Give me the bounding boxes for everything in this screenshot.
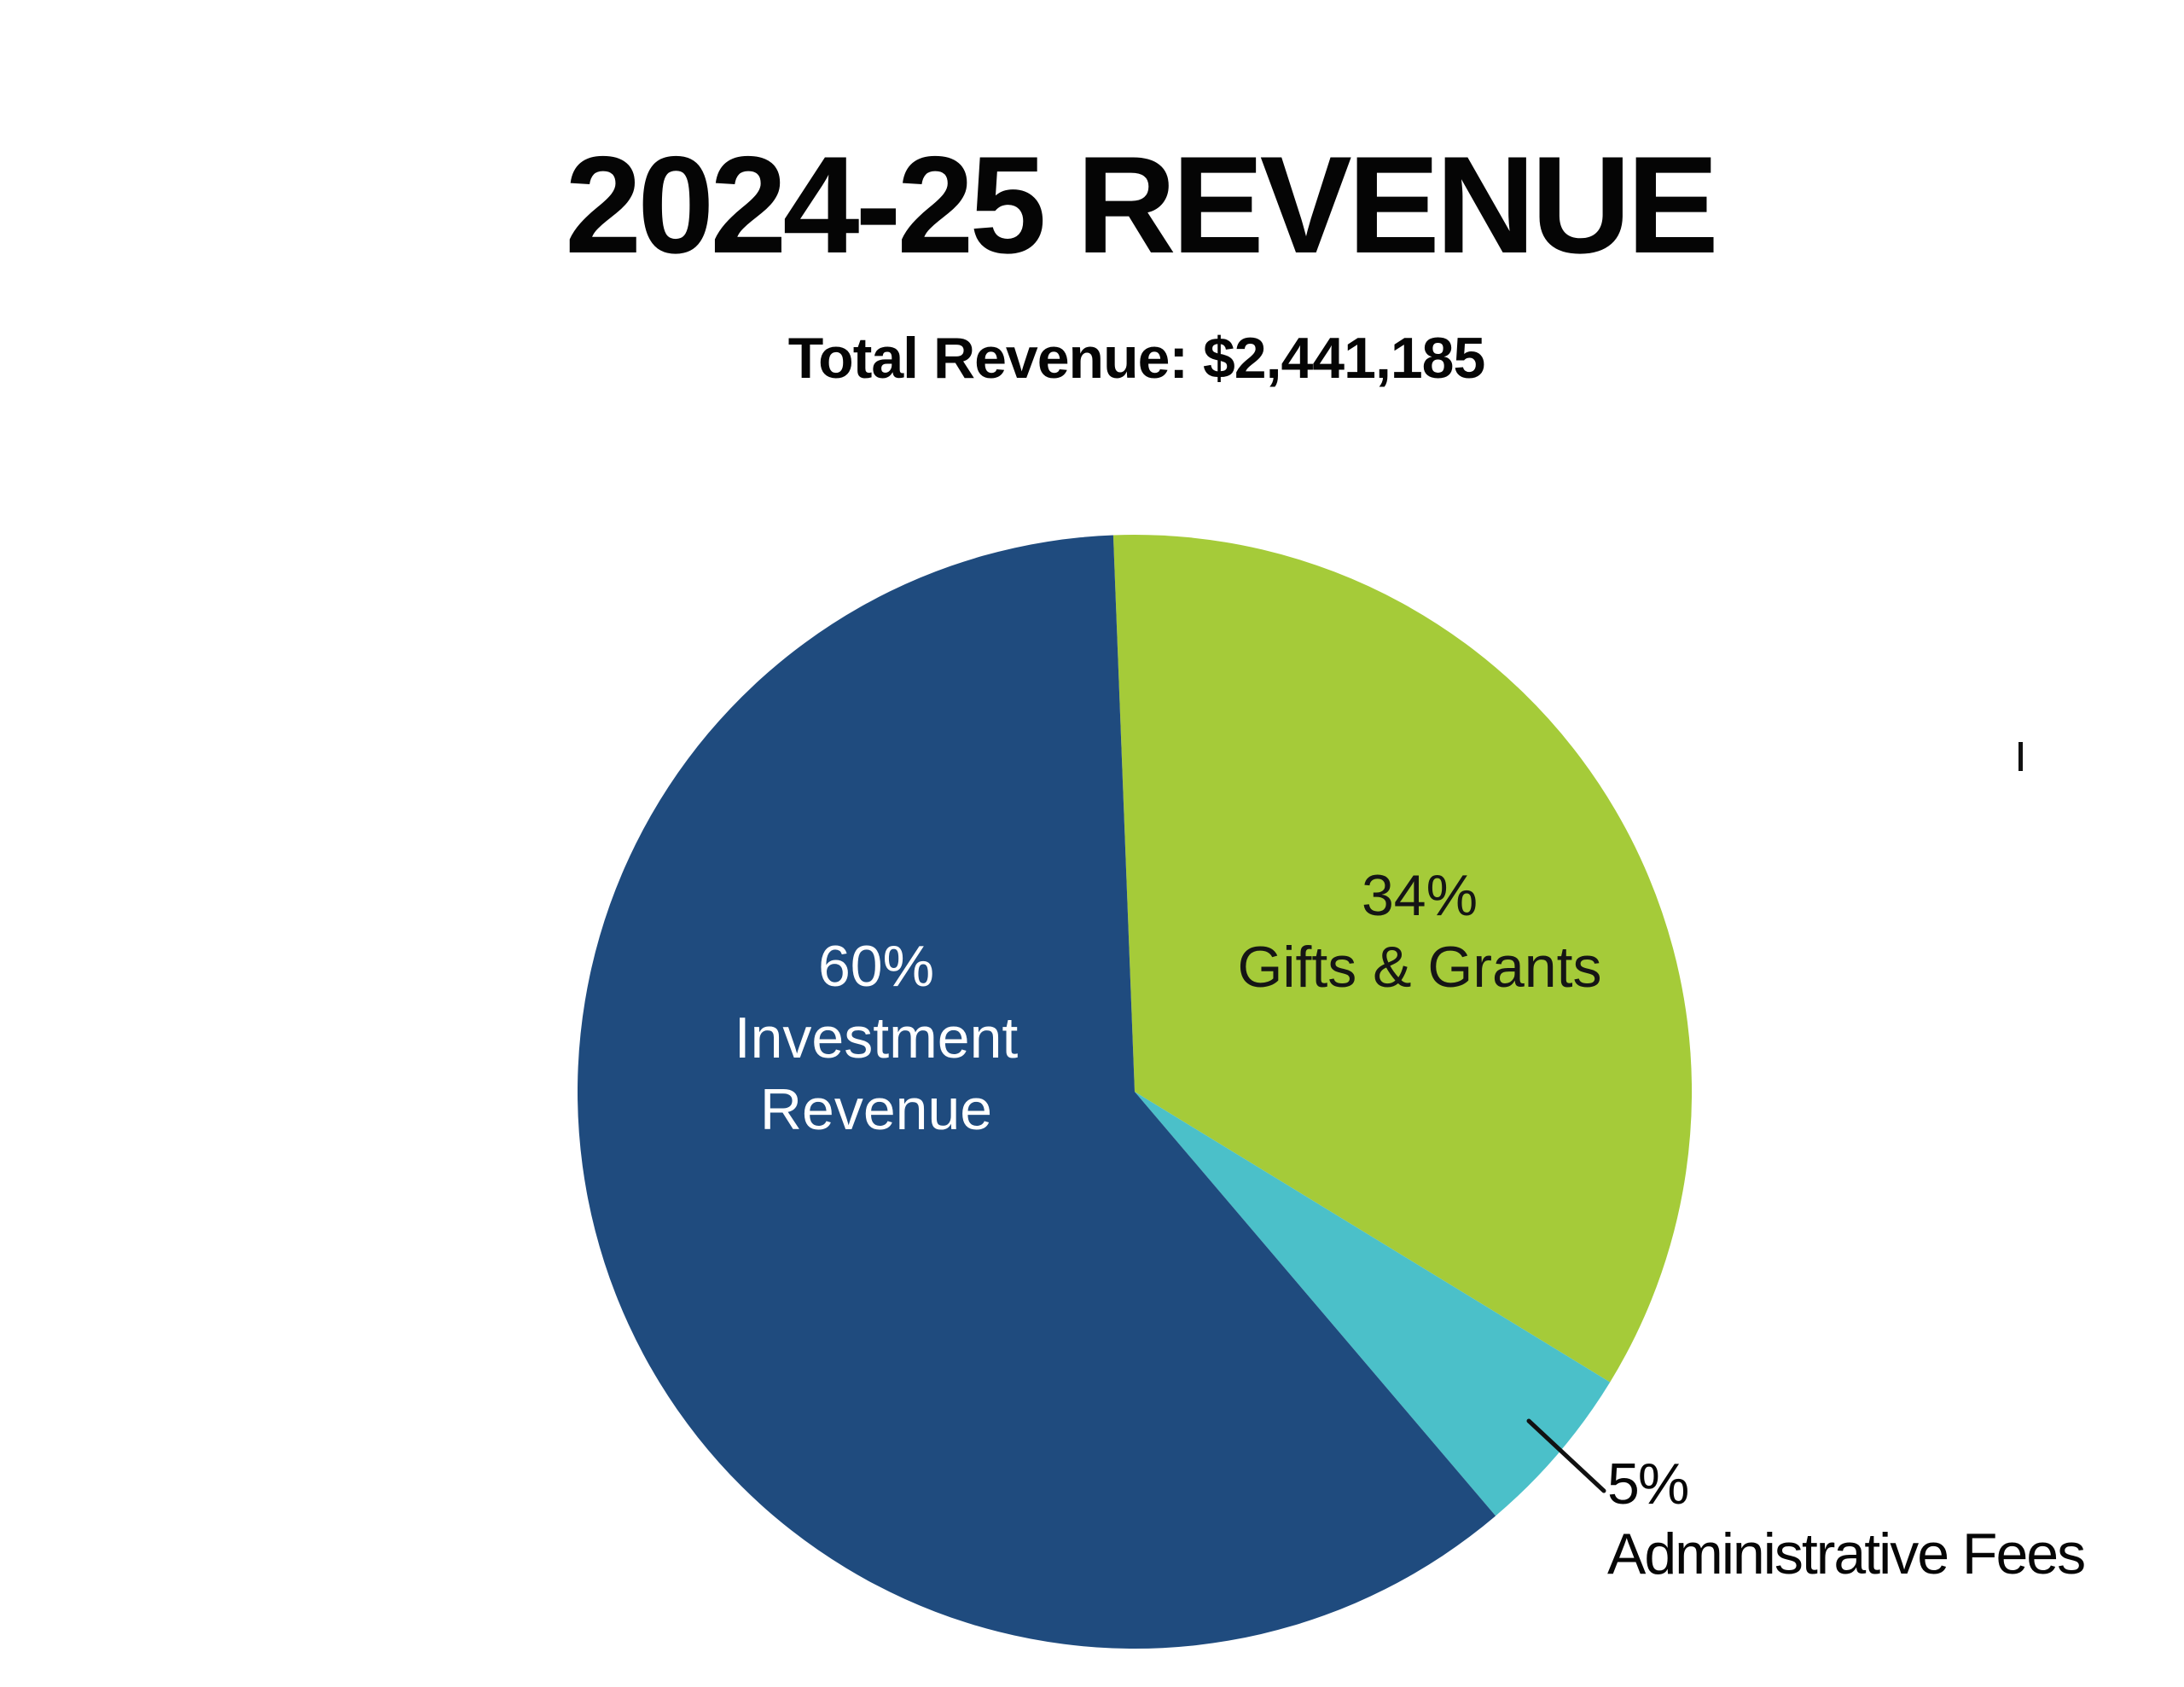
pie-slice-investment-revenue — [577, 535, 1496, 1649]
pie-label-administrative-fees: 5% Administrative Fees — [1607, 1449, 2086, 1589]
pie-slice-administrative-fees — [1135, 1092, 1611, 1516]
callout-leader-line — [1526, 1418, 1606, 1493]
pie-label-investment-revenue: 60% Investment Revenue — [535, 930, 1217, 1145]
pie-label-line: Gifts & Grants — [1237, 935, 1602, 1000]
pie-label-line: 5% — [1607, 1452, 1689, 1516]
page-title: 2024-25 REVENUE — [565, 128, 1719, 282]
pie-label-line: Administrative Fees — [1607, 1522, 2086, 1586]
pie-label-gifts-grants: 34% Gifts & Grants — [1078, 860, 1761, 1003]
pie-label-line: Investment — [734, 1006, 1019, 1070]
total-revenue-subtitle: Total Revenue: $2,441,185 — [787, 326, 1486, 391]
pie-label-line: Revenue — [759, 1077, 993, 1142]
stray-tick-mark — [2018, 742, 2023, 771]
pie-label-line: 60% — [817, 934, 935, 999]
pie-slice-gifts-grants — [1112, 535, 1693, 1383]
pie-label-line: 34% — [1361, 863, 1478, 928]
